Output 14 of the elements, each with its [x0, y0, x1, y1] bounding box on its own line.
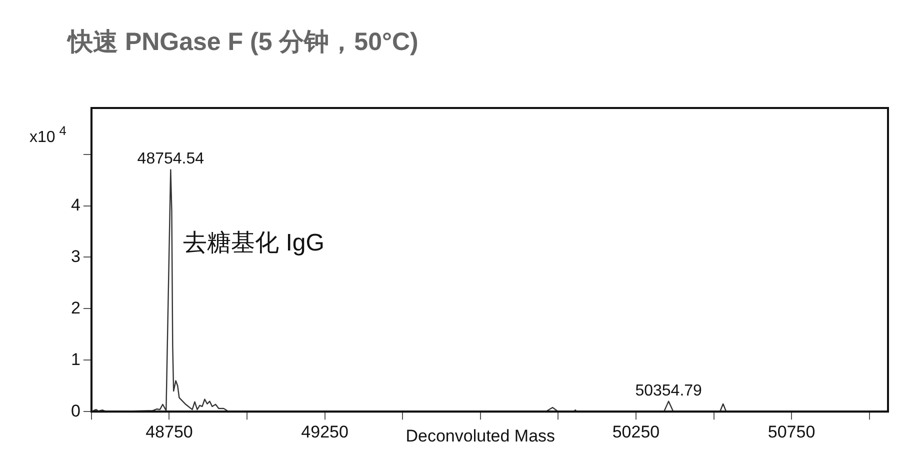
x-tick-label: 48750 [146, 422, 193, 442]
chart-title: 快速 PNGase F (5 分钟，50°C) [66, 28, 418, 56]
y-tick-label: 2 [70, 298, 80, 318]
y-tick-label: 3 [70, 246, 80, 266]
x-tick-label: 50750 [768, 422, 816, 442]
annotation: 48754.54 [137, 150, 204, 168]
annotation: 50354.79 [635, 382, 702, 400]
x-axis-title: Deconvoluted Mass [406, 426, 556, 446]
annotation: 去糖基化 IgG [183, 230, 324, 257]
y-tick-label: 1 [70, 350, 80, 369]
x-tick-label: 50250 [612, 422, 660, 442]
y-tick-label: 4 [70, 195, 80, 214]
x-tick-label: 49250 [301, 422, 348, 442]
y-tick-label: 0 [70, 401, 80, 420]
